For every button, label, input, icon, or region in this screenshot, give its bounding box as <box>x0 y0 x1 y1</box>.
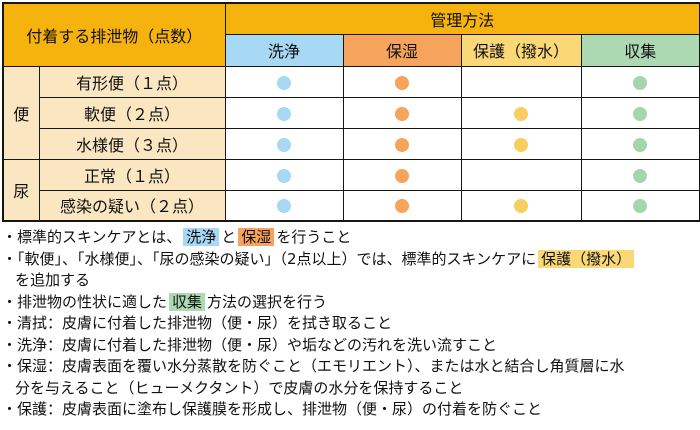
note-wiping-definition: ・清拭：皮膚に付着した排泄物（便・尿）を拭き取ること <box>2 313 700 335</box>
row-header-urine-normal: 正常（１点） <box>38 158 226 191</box>
wash-dot <box>277 137 292 152</box>
note-text: を追加する <box>15 271 91 289</box>
group-header-management-methods: 管理方法 <box>224 2 700 35</box>
row-header-soft-stool: 軟便（２点） <box>38 96 226 129</box>
collect-dot <box>633 137 648 152</box>
note-text: ・「軟便」、「水様便」、「尿の感染の疑い」（2点以上）では、標準的スキンケアに <box>2 249 537 268</box>
moisturize-dot <box>395 106 410 121</box>
moisturize-highlight: 保湿 <box>238 228 275 246</box>
note-moisturize-definition-cont: 分を与えること（ヒューメクタント）で皮膚の水分を保持すること <box>2 378 700 400</box>
notes-section: ・標準的スキンケアとは、 洗浄と保湿 を行うこと ・「軟便」、「水様便」、「尿の感染… <box>2 227 700 421</box>
dot-cell <box>580 127 700 160</box>
corner-header-excreta-score: 付着する排泄物（点数） <box>2 2 226 67</box>
dot-cell <box>342 96 462 129</box>
note-wash-definition: ・洗浄：皮膚に付着した排泄物（便・尿）や垢などの汚れを洗い流すこと <box>2 335 700 357</box>
protect-dot <box>514 169 528 183</box>
table-row-solid-stool: 便 有形便（１点） <box>2 65 700 160</box>
row-header-watery-stool: 水様便（３点） <box>38 127 226 160</box>
dot-cell <box>342 189 462 222</box>
note-moisturize-definition: ・保湿：皮膚表面を覆い水分蒸散を防ぐこと（エモリエント）、または水と結合し角質層… <box>2 356 700 378</box>
protect-highlight: 保護（撥水） <box>538 249 635 268</box>
dot-cell <box>342 127 462 160</box>
note-text: ・保湿：皮膚表面を覆い水分蒸散を防ぐこと（エモリエント）、または水と結合し角質層… <box>2 357 625 375</box>
note-text: 分を与えること（ヒューメクタント）で皮膚の水分を保持すること <box>15 378 464 397</box>
column-header-moisturize: 保湿 <box>342 33 462 67</box>
protect-dot <box>514 199 529 214</box>
wash-dot <box>277 75 292 90</box>
moisturize-dot <box>395 168 410 183</box>
excreta-management-table: 付着する排泄物（点数） 管理方法 洗浄 保湿 保護（撥水） 収集 便 有形便（１… <box>2 2 700 222</box>
table-row-watery-stool: 水様便（３点） <box>3 127 700 160</box>
collect-dot <box>633 75 648 90</box>
note-text: ・清拭：皮膚に付着した排泄物（便・尿）を拭き取ること <box>2 314 393 332</box>
wash-dot <box>277 106 292 121</box>
table-row-urine-suspected-infection: 感染の疑い（２点） <box>3 189 700 222</box>
note-text: と <box>221 228 237 246</box>
wash-highlight: 洗浄 <box>183 228 220 246</box>
dot-cell <box>580 189 700 222</box>
collect-dot <box>633 106 648 121</box>
moisturize-dot <box>395 137 410 152</box>
note-add-protection: ・「軟便」、「水様便」、「尿の感染の疑い」（2点以上）では、標準的スキンケアに保… <box>2 249 700 271</box>
note-text: ・保護：皮膚表面に塗布し保護膜を形成し、排泄物（便・尿）の付着を防ぐこと <box>2 400 543 418</box>
collect-dot <box>633 168 648 183</box>
wash-dot <box>277 168 292 183</box>
dot-cell <box>342 158 462 191</box>
dot-cell <box>224 127 344 160</box>
collect-dot <box>633 199 648 214</box>
column-header-collect: 収集 <box>580 33 700 67</box>
dot-cell <box>224 158 344 191</box>
row-header-solid-stool: 有形便（１点） <box>38 65 226 98</box>
protect-dot <box>514 76 528 90</box>
dot-cell <box>224 65 344 98</box>
note-text: 方法の選択を行う <box>207 292 328 311</box>
row-group-urine: 尿 <box>2 158 40 222</box>
row-group-stool: 便 <box>2 65 40 160</box>
dot-cell <box>342 65 462 98</box>
dot-cell <box>224 96 344 129</box>
column-header-wash: 洗浄 <box>224 33 344 67</box>
row-header-suspected-infection: 感染の疑い（２点） <box>38 189 226 222</box>
dot-cell <box>460 65 582 98</box>
note-text: を行うこと <box>276 228 352 246</box>
note-standard-skincare: ・標準的スキンケアとは、 洗浄と保湿 を行うこと <box>2 227 700 249</box>
note-text: ・標準的スキンケアとは、 <box>2 228 182 246</box>
note-protect-definition: ・保護：皮膚表面に塗布し保護膜を形成し、排泄物（便・尿）の付着を防ぐこと <box>2 399 700 421</box>
note-collection-method: ・排泄物の性状に適した 収集 方法の選択を行う <box>2 292 700 314</box>
dot-cell <box>460 127 582 160</box>
note-add-protection-cont: を追加する <box>2 270 700 292</box>
dot-cell <box>460 96 582 129</box>
note-text: ・洗浄：皮膚に付着した排泄物（便・尿）や垢などの汚れを洗い流すこと <box>2 335 498 354</box>
column-header-protect: 保護（撥水） <box>460 33 582 67</box>
collect-highlight: 収集 <box>169 292 206 311</box>
moisturize-dot <box>395 75 410 90</box>
note-text: ・排泄物の性状に適した <box>2 292 168 311</box>
dot-cell <box>580 96 700 129</box>
moisturize-dot <box>395 199 410 214</box>
dot-cell <box>224 189 344 222</box>
wash-dot <box>277 199 292 214</box>
dot-cell <box>580 158 700 191</box>
table-row-soft-stool: 軟便（２点） <box>3 96 700 129</box>
dot-cell <box>460 158 582 191</box>
dot-cell <box>460 189 582 222</box>
protect-dot <box>514 106 529 121</box>
protect-dot <box>514 137 529 152</box>
table-row-urine-normal: 尿 正常（１点） <box>2 158 700 222</box>
dot-cell <box>580 65 700 98</box>
